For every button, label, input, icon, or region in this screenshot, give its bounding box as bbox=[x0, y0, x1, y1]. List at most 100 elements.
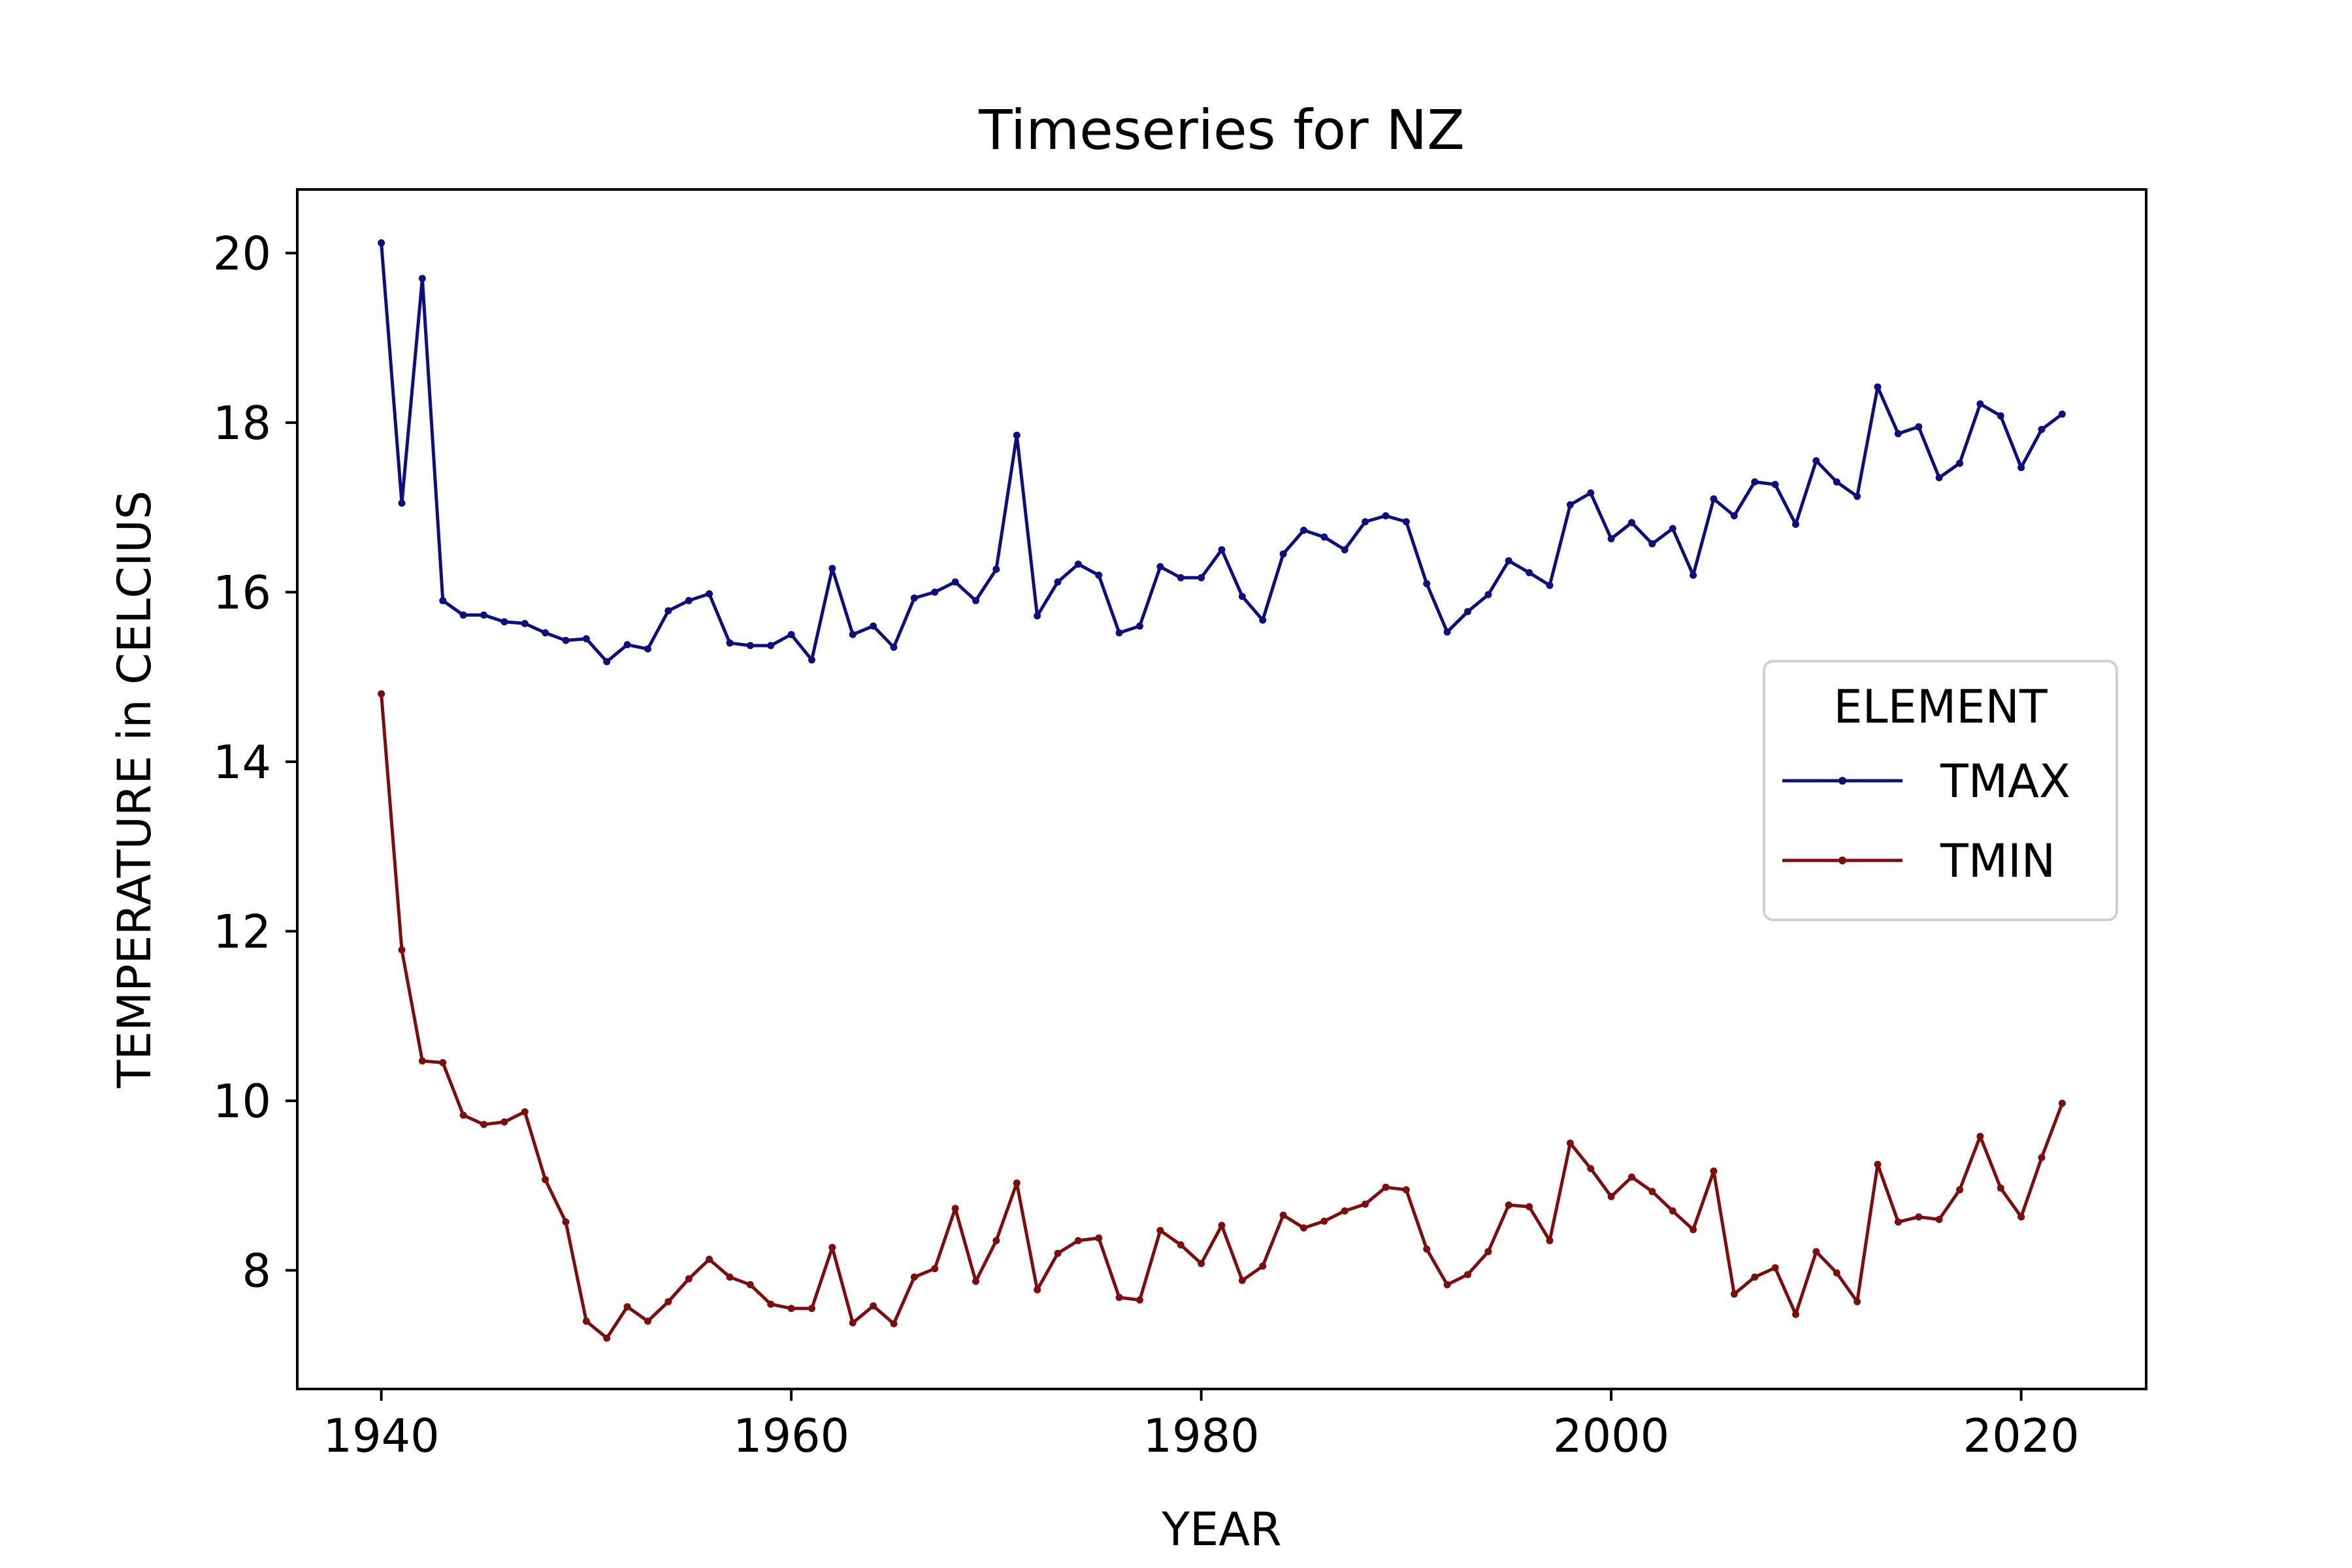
data-point-tmax bbox=[1095, 571, 1103, 579]
data-point-tmax bbox=[1874, 383, 1882, 391]
data-point-tmin bbox=[644, 1317, 652, 1325]
data-point-tmin bbox=[1279, 1211, 1287, 1219]
data-point-tmin bbox=[931, 1265, 939, 1273]
data-point-tmax bbox=[1034, 612, 1041, 620]
data-point-tmin bbox=[951, 1205, 959, 1213]
legend-box bbox=[1763, 660, 2118, 921]
data-point-tmax bbox=[603, 658, 611, 666]
data-point-tmin bbox=[1136, 1296, 1144, 1304]
legend-title: ELEMENT bbox=[1833, 680, 2047, 734]
data-point-tmin bbox=[1935, 1215, 1943, 1223]
data-point-tmin bbox=[1299, 1224, 1307, 1232]
data-point-tmax bbox=[1463, 608, 1471, 615]
data-point-tmax bbox=[1279, 550, 1287, 558]
data-point-tmax bbox=[726, 639, 734, 647]
x-tick-label: 2000 bbox=[1553, 1409, 1669, 1463]
x-axis-label: YEAR bbox=[1161, 1503, 1282, 1556]
data-point-tmax bbox=[1484, 591, 1492, 598]
data-point-tmax bbox=[1443, 628, 1451, 636]
data-point-tmax bbox=[1669, 525, 1676, 532]
data-point-tmin bbox=[1341, 1207, 1348, 1215]
y-tick-label: 12 bbox=[213, 905, 271, 958]
data-point-tmax bbox=[1791, 521, 1799, 529]
y-tick-label: 10 bbox=[213, 1075, 271, 1128]
data-point-tmax bbox=[1505, 557, 1512, 564]
data-point-tmin bbox=[1669, 1207, 1676, 1215]
data-point-tmax bbox=[828, 564, 836, 572]
data-point-tmin bbox=[870, 1302, 877, 1310]
data-point-tmin bbox=[1730, 1290, 1738, 1298]
legend: ELEMENT TMAX TMIN bbox=[1763, 660, 2118, 921]
data-point-tmin bbox=[1095, 1234, 1103, 1242]
data-point-tmax bbox=[459, 611, 467, 619]
data-point-tmax bbox=[1935, 474, 1943, 482]
data-point-tmin bbox=[1627, 1173, 1635, 1181]
data-point-tmin bbox=[1054, 1249, 1062, 1257]
data-point-tmin bbox=[1894, 1218, 1902, 1226]
data-point-tmin bbox=[1526, 1203, 1533, 1211]
data-point-tmax bbox=[480, 611, 488, 619]
data-point-tmax bbox=[1320, 533, 1328, 541]
x-tick-label: 1940 bbox=[323, 1409, 440, 1463]
data-point-tmax bbox=[542, 629, 549, 637]
data-point-tmax bbox=[767, 642, 775, 649]
data-point-tmax bbox=[1648, 540, 1656, 547]
data-point-tmax bbox=[1074, 561, 1082, 568]
data-point-tmax bbox=[910, 594, 918, 602]
data-point-tmin bbox=[1156, 1226, 1164, 1234]
y-tick-label: 20 bbox=[213, 227, 271, 280]
data-point-tmax bbox=[931, 588, 939, 596]
data-point-tmin bbox=[1587, 1165, 1595, 1173]
data-point-tmax bbox=[1136, 622, 1144, 630]
data-point-tmin bbox=[439, 1058, 447, 1066]
data-point-tmin bbox=[992, 1237, 1000, 1245]
data-point-tmin bbox=[1259, 1262, 1267, 1270]
data-point-tmax bbox=[1587, 489, 1595, 497]
data-point-tmin bbox=[1505, 1201, 1512, 1209]
data-point-tmax bbox=[1423, 580, 1431, 587]
legend-marker-tmax bbox=[1838, 777, 1846, 785]
data-point-tmin bbox=[2038, 1154, 2046, 1162]
data-point-tmax bbox=[1710, 495, 1718, 503]
data-point-tmin bbox=[1833, 1269, 1840, 1277]
data-point-tmax bbox=[1894, 430, 1902, 438]
data-point-tmax bbox=[1812, 457, 1820, 465]
data-point-tmin bbox=[1751, 1273, 1759, 1281]
legend-label-tmax: TMAX bbox=[1940, 755, 2070, 808]
data-point-tmax bbox=[1607, 535, 1615, 543]
data-point-tmax bbox=[1690, 571, 1697, 579]
data-point-tmin bbox=[582, 1317, 590, 1325]
data-point-tmax bbox=[1259, 616, 1267, 624]
data-point-tmax bbox=[1115, 629, 1123, 637]
data-point-tmax bbox=[1915, 423, 1923, 431]
data-point-tmin bbox=[1955, 1186, 1963, 1194]
data-point-tmin bbox=[1402, 1186, 1410, 1194]
data-point-tmax bbox=[418, 274, 426, 282]
data-point-tmin bbox=[685, 1275, 693, 1282]
data-point-tmax bbox=[1054, 578, 1062, 586]
data-point-tmax bbox=[1546, 581, 1554, 589]
data-point-tmin bbox=[1976, 1132, 1984, 1140]
data-point-tmax bbox=[1382, 512, 1390, 520]
data-point-tmax bbox=[972, 596, 980, 604]
data-point-tmin bbox=[1690, 1226, 1697, 1233]
data-point-tmax bbox=[1341, 546, 1348, 553]
plot-lines bbox=[378, 239, 2066, 1342]
data-point-tmax bbox=[890, 644, 898, 651]
data-point-tmax bbox=[2058, 410, 2066, 418]
data-point-tmin bbox=[849, 1319, 857, 1327]
data-point-tmin bbox=[1607, 1192, 1615, 1200]
data-point-tmin bbox=[1812, 1248, 1820, 1256]
data-point-tmin bbox=[1791, 1311, 1799, 1318]
data-point-tmax bbox=[1771, 481, 1779, 489]
data-point-tmin bbox=[542, 1176, 549, 1184]
data-point-tmax bbox=[706, 590, 713, 598]
data-point-tmin bbox=[664, 1298, 672, 1305]
y-tick-label: 16 bbox=[213, 566, 271, 619]
y-axis-label: TEMPERATURE in CELCIUS bbox=[108, 491, 161, 1089]
data-point-tmax bbox=[808, 656, 816, 664]
data-point-tmax bbox=[1566, 501, 1574, 509]
data-point-tmin bbox=[828, 1243, 836, 1251]
data-point-tmax bbox=[1976, 400, 1984, 408]
data-point-tmax bbox=[2038, 425, 2046, 433]
